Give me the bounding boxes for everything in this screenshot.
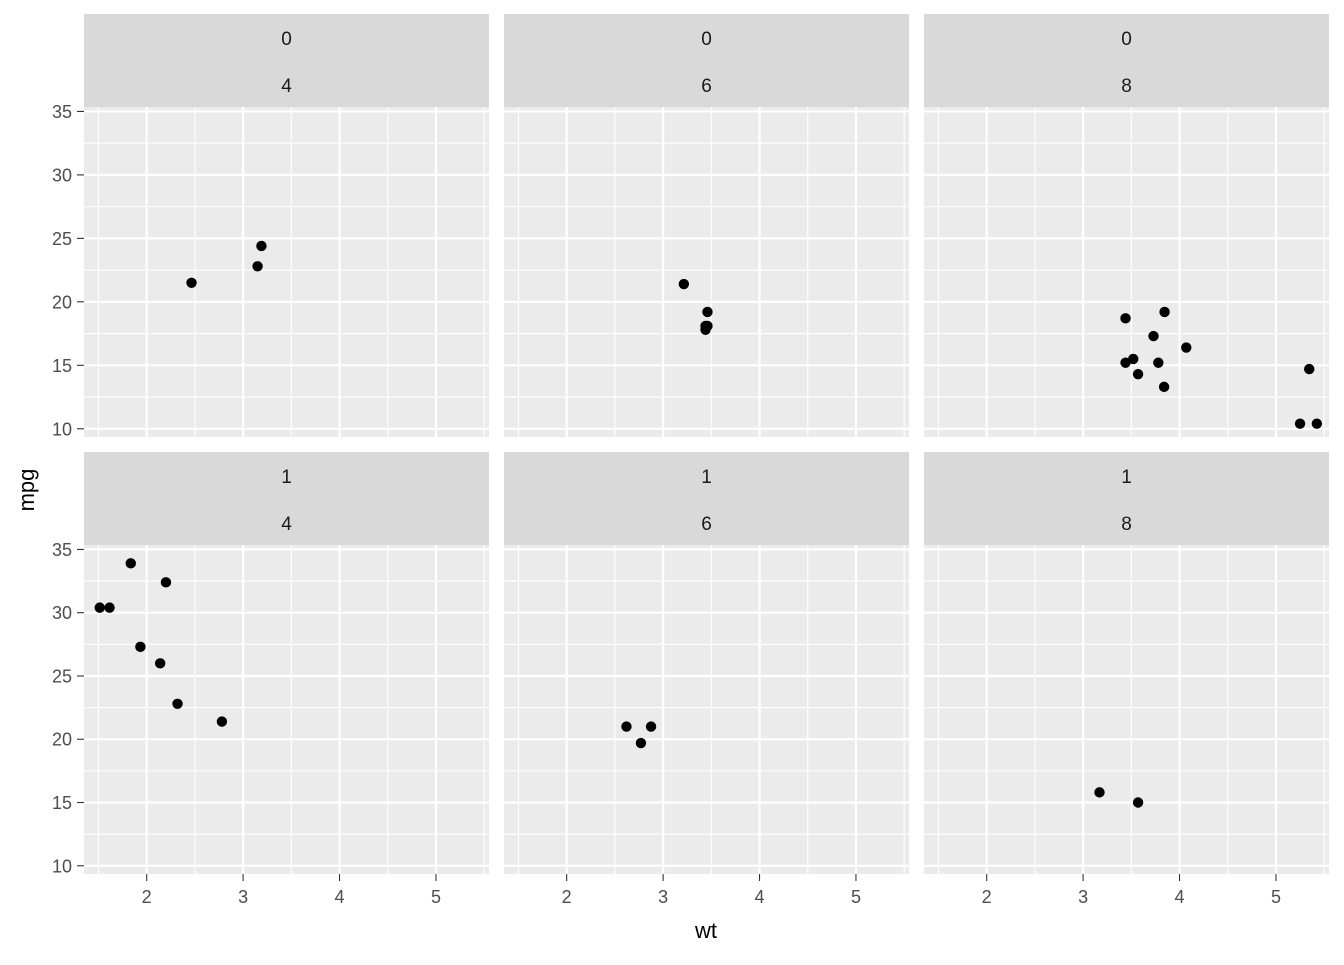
facet-strip-label-cyl: 4 (281, 76, 292, 97)
y-tick-label: 20 (52, 730, 72, 750)
facet-strip (504, 14, 909, 107)
data-point (135, 641, 146, 653)
x-tick-label: 4 (755, 887, 765, 907)
y-tick-label: 25 (52, 229, 72, 249)
facet-strip (924, 452, 1329, 545)
data-point (1153, 357, 1164, 368)
x-tick-label: 5 (1271, 887, 1281, 907)
data-point (678, 278, 690, 290)
data-point (702, 306, 713, 318)
data-point (1132, 368, 1144, 380)
x-tick-label: 4 (1175, 887, 1185, 907)
data-point (621, 721, 632, 732)
data-point (1311, 418, 1323, 429)
y-axis-title: mpg (14, 469, 39, 512)
data-point (1132, 797, 1144, 808)
data-point (1294, 418, 1306, 429)
data-point (216, 716, 228, 727)
y-tick-label: 30 (52, 165, 72, 185)
panel-background (924, 545, 1329, 874)
x-tick-label: 4 (335, 887, 345, 907)
y-tick-label: 15 (52, 793, 72, 813)
facet-strip-label-am: 0 (701, 29, 712, 50)
data-point (1304, 363, 1315, 375)
y-tick-label: 10 (52, 419, 72, 439)
data-point (702, 320, 713, 332)
x-tick-label: 5 (851, 887, 861, 907)
data-point (186, 277, 197, 288)
data-point (635, 737, 647, 749)
facet-strip-label-am: 0 (1121, 29, 1132, 50)
facet-strip-label-cyl: 8 (1121, 76, 1132, 97)
y-tick-label: 15 (52, 356, 72, 376)
x-tick-label: 3 (238, 887, 248, 907)
data-point (160, 577, 172, 588)
y-tick-label: 35 (52, 540, 72, 560)
y-tick-label: 35 (52, 102, 72, 122)
facet-strip-label-cyl: 8 (1121, 514, 1132, 535)
y-tick-label: 10 (52, 856, 72, 876)
data-point (1158, 381, 1170, 393)
facet-strip-label-am: 0 (281, 29, 292, 50)
x-tick-label: 2 (562, 887, 572, 907)
data-point (94, 602, 105, 613)
panel-background (504, 107, 909, 437)
x-tick-label: 3 (658, 887, 668, 907)
data-point (1159, 306, 1170, 318)
y-tick-label: 30 (52, 603, 72, 623)
facet-strip-label-am: 1 (701, 467, 712, 488)
data-point (154, 658, 166, 669)
facet-strip (504, 452, 909, 545)
y-tick-label: 20 (52, 292, 72, 312)
x-axis-title: wt (694, 918, 717, 943)
data-point (172, 698, 183, 710)
data-point (256, 240, 267, 252)
panel-background (84, 545, 489, 874)
x-tick-label: 2 (982, 887, 992, 907)
data-point (104, 602, 115, 613)
data-point (1120, 357, 1131, 368)
data-point (1128, 353, 1139, 365)
facet-strip (84, 452, 489, 545)
x-tick-label: 2 (142, 887, 152, 907)
data-point (252, 261, 263, 272)
facet-strip (84, 14, 489, 107)
facet-strip-label-am: 1 (1121, 467, 1132, 488)
facet-strip-label-cyl: 6 (701, 76, 712, 97)
data-point (1120, 313, 1131, 324)
y-tick-label: 25 (52, 666, 72, 686)
panel-background (84, 107, 489, 437)
data-point (1094, 787, 1105, 798)
facet-strip-label-cyl: 4 (281, 514, 292, 535)
data-point (1148, 330, 1159, 342)
facet-strip-label-am: 1 (281, 467, 292, 488)
x-tick-label: 5 (431, 887, 441, 907)
data-point (1181, 342, 1192, 353)
facet-strip (924, 14, 1329, 107)
data-point (125, 558, 136, 569)
data-point (645, 721, 657, 732)
facet-strip-label-cyl: 6 (701, 514, 712, 535)
panel-background (924, 107, 1329, 437)
panel-background (504, 545, 909, 874)
x-tick-label: 3 (1078, 887, 1088, 907)
